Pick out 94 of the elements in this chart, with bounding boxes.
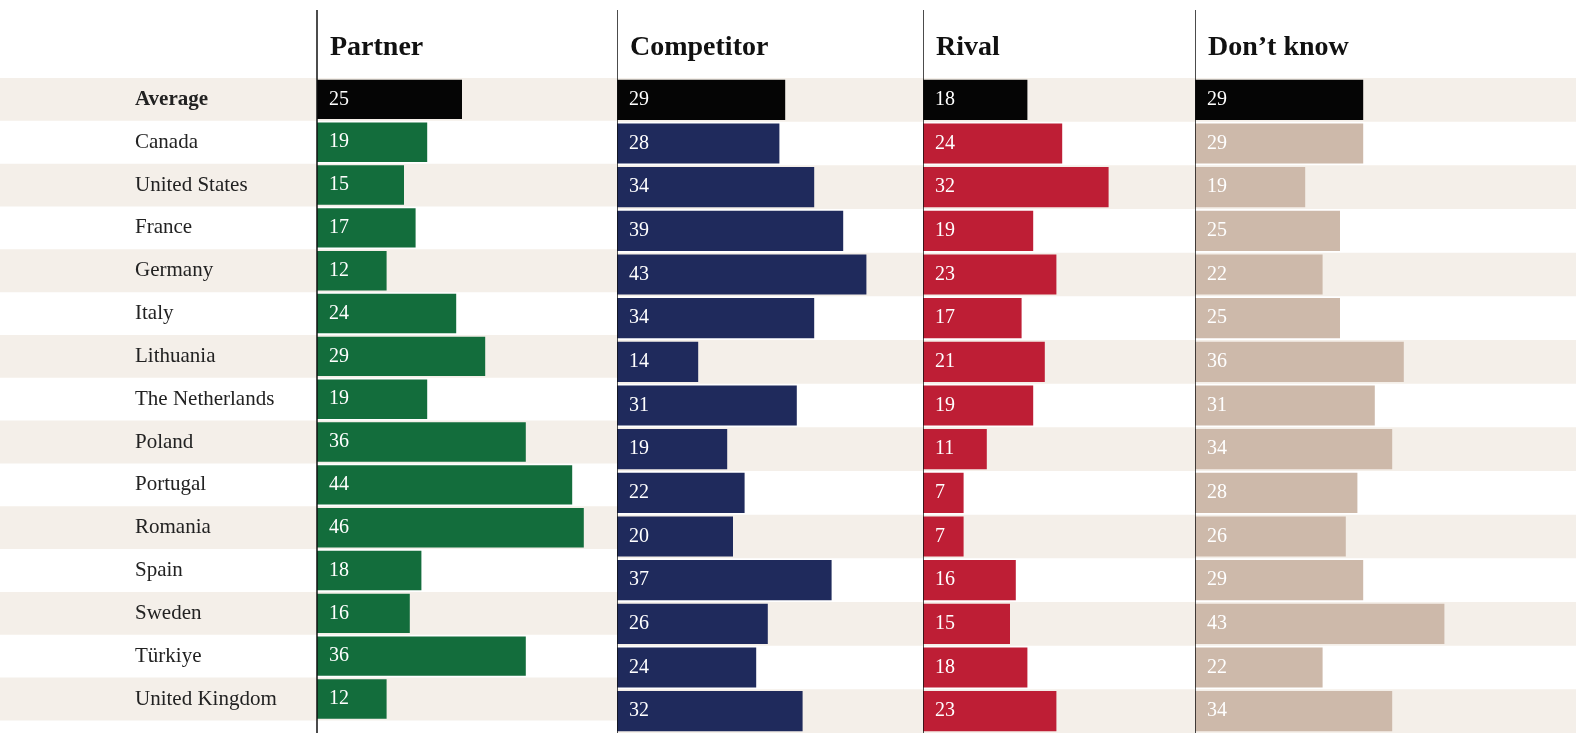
data-label: 43: [1207, 611, 1227, 634]
data-label: 34: [629, 305, 649, 328]
data-label: 24: [329, 300, 349, 323]
data-label: 15: [935, 611, 955, 634]
data-label: 24: [935, 130, 955, 153]
data-label: 17: [935, 305, 955, 328]
data-label: 34: [1207, 698, 1227, 721]
y-tick-label: Canada: [135, 128, 199, 153]
y-tick-label: United States: [135, 171, 248, 196]
y-tick-label: Italy: [135, 300, 174, 325]
data-label: 19: [935, 218, 955, 241]
data-label: 22: [1207, 654, 1227, 677]
data-label: 19: [329, 129, 349, 152]
data-label: 19: [329, 386, 349, 409]
data-label: 7: [935, 480, 945, 503]
y-tick-label: The Netherlands: [135, 385, 275, 410]
data-label: 24: [629, 654, 649, 677]
y-tick-label: Türkiye: [135, 642, 202, 667]
bar: [317, 251, 387, 291]
y-tick-label: Spain: [135, 557, 184, 582]
data-label: 36: [329, 429, 349, 452]
data-label: 29: [1207, 567, 1227, 590]
data-label: 39: [629, 218, 649, 241]
data-label: 32: [629, 698, 649, 721]
data-label: 29: [629, 87, 649, 110]
data-label: 26: [629, 611, 649, 634]
data-label: 28: [1207, 480, 1227, 503]
data-label: 23: [935, 261, 955, 284]
data-label: 25: [1207, 218, 1227, 241]
bar: [617, 341, 699, 382]
bar: [923, 516, 964, 557]
data-label: 12: [329, 686, 349, 709]
y-tick-label: Poland: [135, 428, 194, 453]
data-label: 16: [329, 600, 349, 623]
data-label: 29: [329, 343, 349, 366]
data-label: 26: [1207, 523, 1227, 546]
data-label: 7: [935, 523, 945, 546]
data-label: 46: [329, 514, 349, 537]
bar: [317, 165, 404, 205]
data-label: 25: [1207, 305, 1227, 328]
bar: [317, 593, 410, 634]
data-label: 22: [629, 480, 649, 503]
chart-title: Partner: [330, 30, 424, 62]
bar: [317, 293, 457, 334]
data-label: 36: [329, 643, 349, 666]
data-label: 21: [935, 349, 955, 372]
data-label: 19: [629, 436, 649, 459]
y-tick-label: Average: [135, 85, 209, 110]
y-tick-label: France: [135, 214, 193, 239]
chart-title: Rival: [936, 30, 1000, 62]
data-label: 18: [329, 557, 349, 580]
data-label: 18: [935, 87, 955, 110]
data-label: 29: [1207, 87, 1227, 110]
data-label: 43: [629, 261, 649, 284]
bar: [317, 122, 428, 162]
data-label: 11: [935, 436, 955, 459]
data-label: 16: [935, 567, 955, 590]
bar: [923, 603, 1010, 644]
bar: [923, 429, 987, 470]
data-label: 44: [329, 472, 349, 495]
bar: [317, 679, 387, 719]
data-label: 19: [1207, 174, 1227, 197]
data-label: 34: [629, 174, 649, 197]
chart-title: Don’t know: [1208, 30, 1350, 62]
y-tick-label: Sweden: [135, 599, 202, 624]
data-label: 22: [1207, 261, 1227, 284]
y-tick-label: Portugal: [135, 471, 207, 496]
y-tick-label: Lithuania: [135, 342, 217, 367]
bar: [317, 208, 416, 248]
data-label: 29: [1207, 130, 1227, 153]
data-label: 12: [329, 257, 349, 280]
data-label: 28: [629, 130, 649, 153]
data-label: 18: [935, 654, 955, 677]
data-label: 31: [1207, 392, 1227, 415]
data-label: 32: [935, 174, 955, 197]
y-tick-label: United Kingdom: [135, 685, 277, 710]
bar: [923, 472, 964, 513]
y-tick-label: Romania: [135, 514, 212, 539]
data-label: 25: [329, 86, 349, 109]
data-label: 17: [329, 215, 349, 238]
bar: [317, 550, 422, 591]
data-label: 34: [1207, 436, 1227, 459]
data-label: 23: [935, 698, 955, 721]
data-label: 31: [629, 392, 649, 415]
bar: [317, 336, 486, 377]
data-label: 19: [935, 392, 955, 415]
y-tick-label: Germany: [135, 257, 214, 282]
bar: [317, 379, 428, 419]
data-label: 20: [629, 523, 649, 546]
chart-title: Competitor: [630, 30, 769, 62]
data-label: 36: [1207, 349, 1227, 372]
data-label: 37: [629, 567, 649, 590]
data-label: 15: [329, 172, 349, 195]
data-label: 14: [629, 349, 649, 372]
